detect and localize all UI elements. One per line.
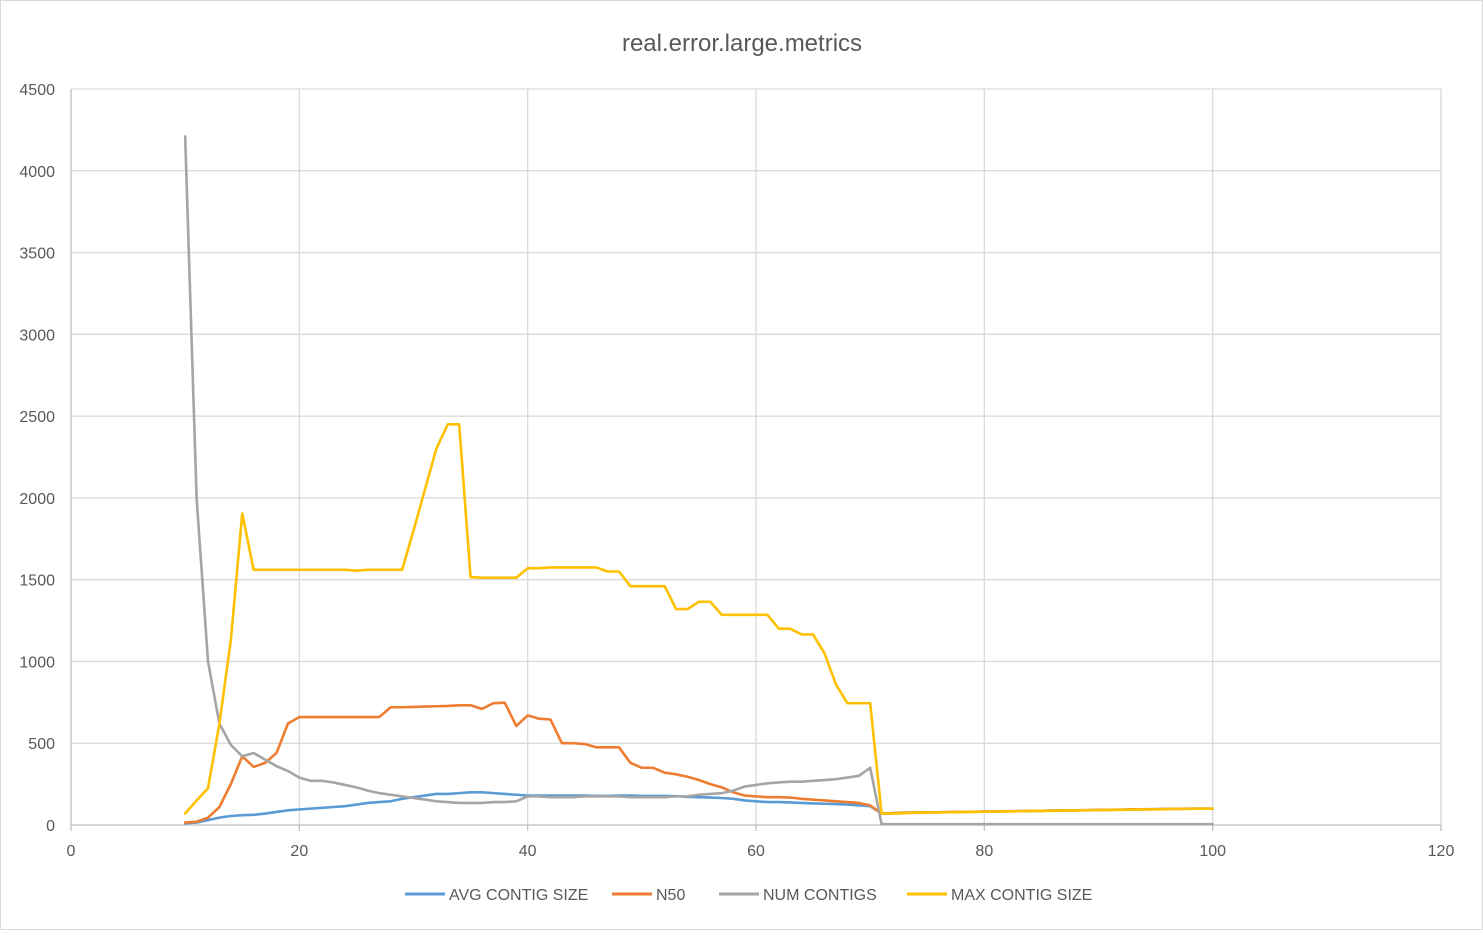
- series-line-2: [183, 135, 1214, 826]
- series-line-1: [183, 701, 1214, 824]
- y-tick-label: 1000: [19, 654, 55, 671]
- x-tick-label: 0: [67, 843, 76, 860]
- x-tick-label: 60: [747, 843, 765, 860]
- series-line-0: [183, 790, 1214, 825]
- chart-title: real.error.large.metrics: [622, 30, 862, 57]
- y-tick-label: 0: [46, 818, 55, 835]
- x-tick-label: 120: [1428, 843, 1455, 860]
- legend: AVG CONTIG SIZE N50 NUM CONTIGS MAX CONTIG …: [405, 887, 1092, 904]
- y-tick-label: 2500: [19, 409, 55, 426]
- y-tick-label: 4500: [19, 82, 55, 99]
- gridlines: [71, 88, 1442, 825]
- x-tick-label: 40: [519, 843, 537, 860]
- legend-label: NUM CONTIGS: [763, 887, 877, 904]
- y-tick-label: 3500: [19, 246, 55, 263]
- y-tick-label: 2000: [19, 491, 55, 508]
- y-tick-label: 1500: [19, 573, 55, 590]
- x-tick-label: 80: [975, 843, 993, 860]
- y-tick-label: 500: [28, 736, 55, 753]
- series-line-3: [183, 422, 1214, 815]
- x-tick-label: 20: [290, 843, 308, 860]
- legend-label: N50: [656, 887, 685, 904]
- y-tick-label: 3000: [19, 327, 55, 344]
- x-tick-label: 100: [1199, 843, 1226, 860]
- legend-label: MAX CONTIG SIZE: [951, 887, 1092, 904]
- legend-label: AVG CONTIG SIZE: [449, 887, 588, 904]
- series-lines: [183, 135, 1214, 826]
- y-tick-label: 4000: [19, 164, 55, 181]
